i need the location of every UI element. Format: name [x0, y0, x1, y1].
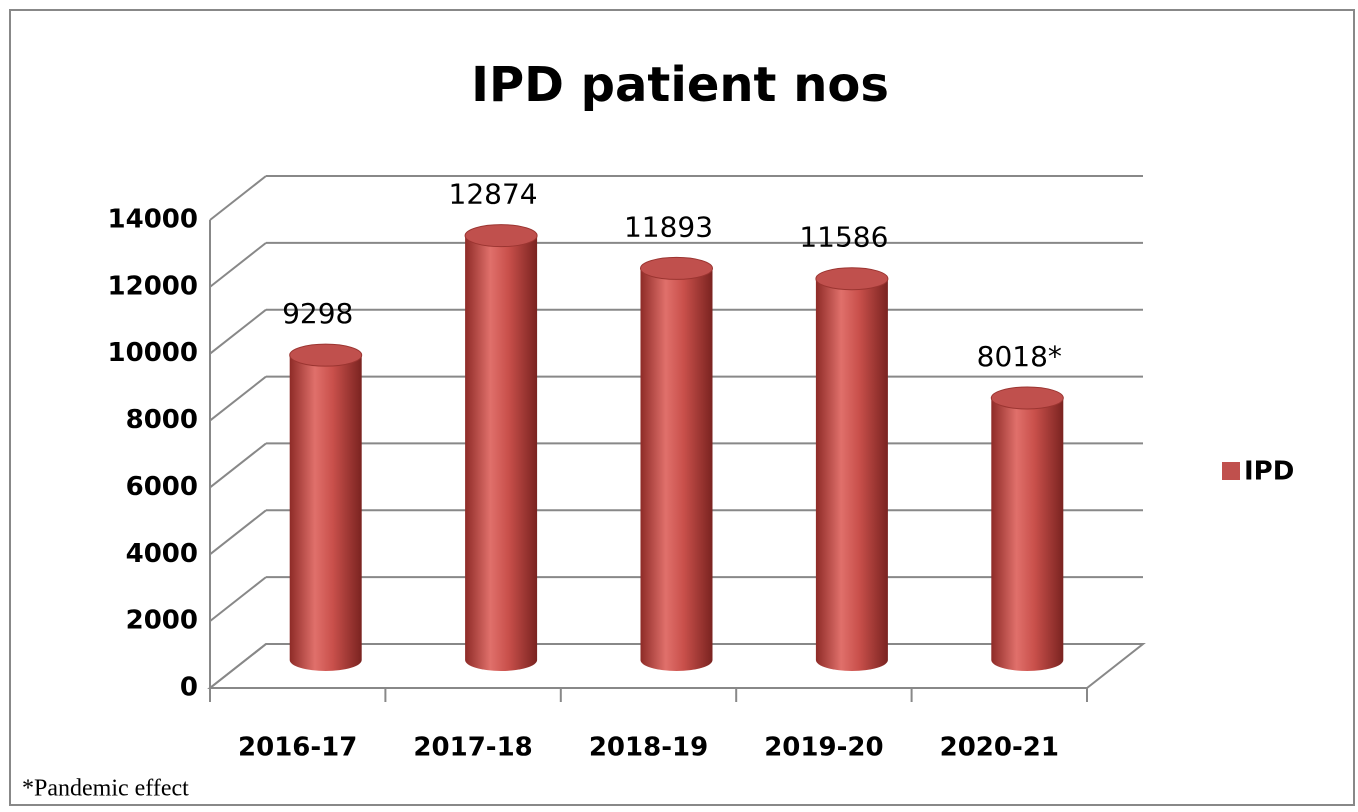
grid-line-side — [209, 308, 267, 355]
x-tick-label: 2017-18 — [413, 733, 532, 763]
x-tick-label: 2018-19 — [589, 733, 708, 763]
data-label: 8018* — [977, 340, 1062, 373]
y-tick-label: 0 — [180, 673, 198, 703]
bar — [815, 278, 888, 671]
grid-line-side — [209, 576, 267, 622]
grid-line-side — [209, 643, 267, 689]
bar — [991, 397, 1064, 671]
x-tick-label: 2016-17 — [238, 733, 357, 763]
grid-line-side — [209, 509, 267, 556]
legend-label: IPD — [1244, 457, 1294, 487]
legend-swatch — [1222, 462, 1240, 480]
bar-top — [815, 267, 889, 291]
data-label: 9298 — [282, 297, 353, 330]
bar-top — [640, 256, 713, 280]
footnote: *Pandemic effect — [22, 776, 189, 802]
bar-top — [464, 224, 538, 248]
grid-line-side — [209, 442, 267, 489]
y-tick-label: 12000 — [108, 271, 198, 301]
data-label: 11586 — [799, 221, 888, 254]
x-tick-label: 2019-20 — [764, 733, 883, 763]
y-tick-label: 6000 — [126, 472, 198, 502]
chart-title: IPD patient nos — [471, 57, 889, 113]
grid-line-side — [209, 242, 267, 288]
y-tick-label: 10000 — [108, 338, 198, 368]
grid-line-side — [209, 175, 267, 221]
data-label: 12874 — [449, 178, 538, 211]
bar-top — [990, 386, 1064, 410]
bar — [289, 355, 362, 671]
data-label: 11893 — [624, 210, 713, 243]
x-tick-label: 2020-21 — [940, 733, 1059, 763]
y-tick-label: 14000 — [108, 205, 198, 235]
grid-line-side — [209, 375, 267, 422]
bar — [465, 235, 538, 671]
y-tick-label: 2000 — [126, 606, 198, 636]
y-tick-label: 4000 — [126, 539, 198, 569]
bar-top — [289, 343, 363, 367]
bar — [640, 268, 713, 671]
y-tick-label: 8000 — [126, 405, 198, 435]
